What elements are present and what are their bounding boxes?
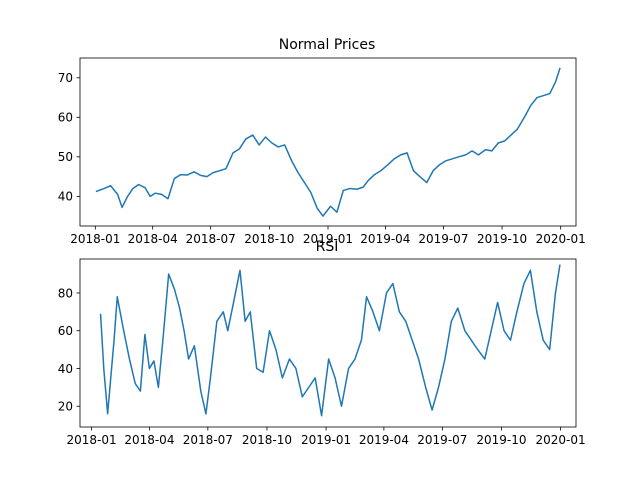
y-tick-label: 70: [58, 71, 73, 85]
x-tick-label: 2018-04: [124, 433, 174, 447]
x-tick-label: 2018-01: [70, 232, 120, 246]
y-tick-label: 40: [58, 362, 73, 376]
x-tick-label: 2019-04: [360, 232, 410, 246]
y-tick-label: 50: [58, 150, 73, 164]
x-tick-label: 2018-01: [66, 433, 116, 447]
plot-area-prices: [80, 58, 576, 226]
y-tick-label: 40: [58, 190, 73, 204]
chart-title-rsi: RSI: [316, 239, 339, 255]
y-tick-label: 20: [58, 400, 73, 414]
x-tick-label: 2020-01: [536, 433, 586, 447]
chart-title-prices: Normal Prices: [279, 37, 376, 53]
x-axis-rsi: 2018-01 2018-04 2018-07 2018-10 2019-01 2019-…: [66, 427, 586, 447]
x-tick-label: 2019-10: [477, 232, 527, 246]
x-tick-label: 2018-07: [186, 232, 236, 246]
panel-normal-prices: Normal Prices 2018-01 2018-04 2018-07 2018-…: [58, 37, 586, 246]
x-tick-label: 2019-07: [418, 232, 468, 246]
x-tick-label: 2020-01: [536, 232, 586, 246]
y-axis-rsi: 20 40 60 80: [58, 286, 80, 414]
x-tick-label: 2018-07: [183, 433, 233, 447]
x-tick-label: 2019-01: [301, 433, 351, 447]
x-tick-label: 2019-01: [303, 232, 353, 246]
plot-frame-rsi: [79, 258, 577, 428]
x-tick-label: 2018-10: [244, 232, 294, 246]
x-tick-label: 2019-07: [417, 433, 467, 447]
x-tick-label: 2018-10: [242, 433, 292, 447]
y-tick-label: 60: [58, 324, 73, 338]
plot-area-rsi: [80, 259, 576, 427]
x-tick-label: 2019-04: [359, 433, 409, 447]
x-tick-label: 2018-04: [128, 232, 178, 246]
series-line-prices: [95, 67, 561, 217]
x-tick-label: 2019-10: [476, 433, 526, 447]
y-tick-label: 80: [58, 286, 73, 300]
y-tick-label: 60: [58, 111, 73, 125]
x-axis-prices: 2018-01 2018-04 2018-07 2018-10 2019-01 2019-…: [70, 226, 586, 246]
panel-rsi: 2018-01 2018-04 2018-07 2018-10 2019-01 2019-…: [58, 239, 586, 447]
y-axis-prices: 40 50 60 70: [58, 71, 80, 204]
series-line-rsi: [99, 264, 561, 417]
plot-frame-prices: [79, 57, 577, 227]
